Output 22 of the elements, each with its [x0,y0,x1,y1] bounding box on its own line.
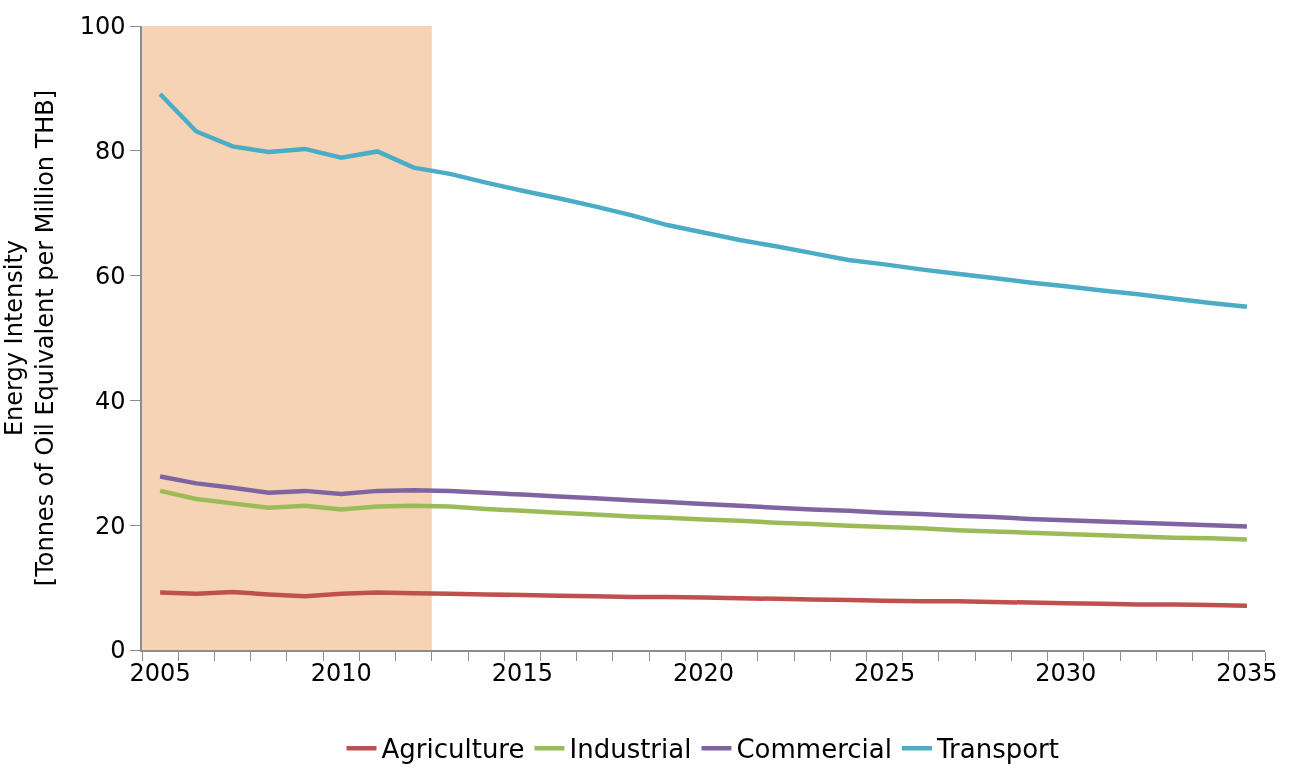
y-tick-label: 20 [94,511,126,540]
x-tick-label: 2030 [1035,658,1097,687]
x-tick-label: 2010 [310,658,372,687]
legend-label: Transport [935,734,1059,765]
y-tick-label: 0 [110,636,126,665]
y-axis-title: Energy Intensity [Tonnes of Oil Equivalent per Million THB] [0,89,60,587]
line-series [157,91,1250,310]
y-tick-label: 80 [94,137,126,166]
legend-label: Agriculture [381,734,525,765]
x-tick-label: 2020 [672,658,735,687]
y-tick-label: 100 [79,12,126,41]
y-tick-label: 60 [94,262,126,290]
legend-label: Industrial [569,734,692,765]
y-tick-label: 40 [94,386,126,415]
x-tick-label: 2035 [1216,658,1278,687]
x-tick-label: 2005 [129,658,191,687]
x-tick-label: 2015 [491,658,553,687]
line-series [157,474,1250,529]
x-tick-label: 2025 [854,658,916,687]
line-series [157,488,1250,542]
legend-label: Commercial [736,734,892,765]
line-series [157,589,1250,608]
